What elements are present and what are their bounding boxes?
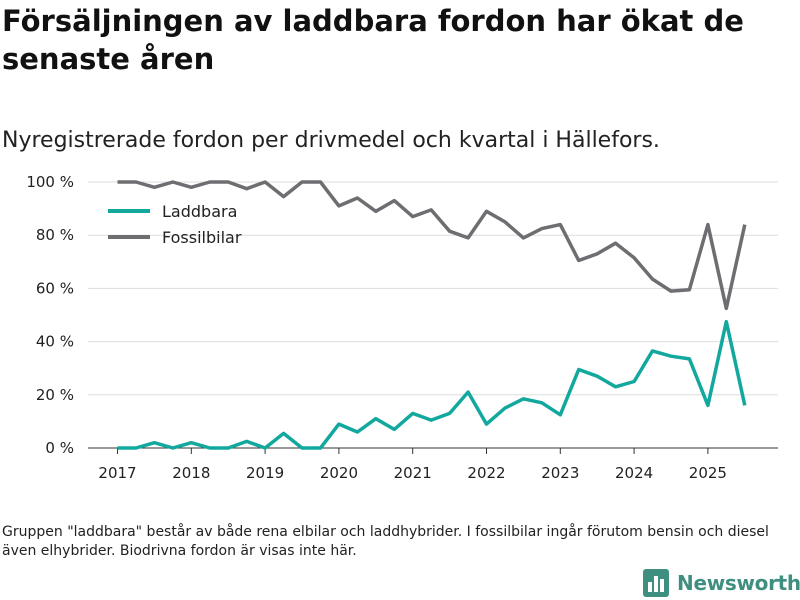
- series-line-laddbara: [117, 319, 747, 450]
- x-tick-label: 2024: [615, 464, 653, 482]
- y-tick-label: 80 %: [36, 226, 74, 244]
- x-tick-label: 2025: [689, 464, 727, 482]
- y-tick-label: 60 %: [36, 279, 74, 297]
- gridlines: [88, 181, 778, 396]
- series-line-fossilbilar: [117, 180, 747, 311]
- y-tick-label: 40 %: [36, 333, 74, 351]
- x-tick-label: 2023: [541, 464, 579, 482]
- legend: Laddbara Fossilbilar: [108, 202, 242, 247]
- y-tick-label: 100 %: [26, 173, 74, 191]
- brand-logo[interactable]: Newsworthy: [643, 568, 800, 598]
- legend-label-laddbara: Laddbara: [162, 202, 237, 221]
- series-lines: [117, 180, 747, 450]
- x-tick-label: 2021: [394, 464, 432, 482]
- y-tick-label: 0 %: [45, 439, 74, 457]
- x-tick-label: 2020: [320, 464, 358, 482]
- axes: 0 % 20 % 40 % 60 % 80 % 100 % 2017 2018 2019 2020…: [26, 173, 778, 482]
- chart-subtitle: Nyregistrerade fordon per drivmedel och …: [2, 128, 660, 153]
- y-tick-label: 20 %: [36, 386, 74, 404]
- x-tick-label: 2019: [246, 464, 284, 482]
- x-tick-label: 2017: [98, 464, 136, 482]
- footnote: Gruppen "laddbara" består av både rena e…: [2, 524, 769, 559]
- brand-name: Newsworthy: [677, 571, 800, 595]
- x-tick-label: 2022: [467, 464, 505, 482]
- legend-label-fossilbilar: Fossilbilar: [162, 228, 242, 247]
- line-chart: 0 % 20 % 40 % 60 % 80 % 100 % 2017 2018 2019 2020…: [26, 173, 778, 482]
- x-tick-label: 2018: [172, 464, 210, 482]
- bar-chart-logo-icon: [643, 569, 669, 597]
- chart-title: Försäljningen av laddbara fordon har öka…: [2, 4, 744, 76]
